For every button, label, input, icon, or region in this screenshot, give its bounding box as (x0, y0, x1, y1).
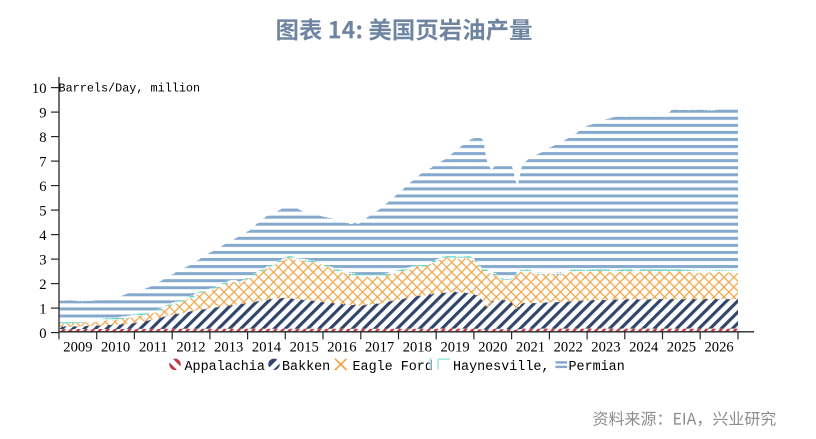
svg-text:4: 4 (39, 228, 47, 244)
svg-text:2012: 2012 (176, 340, 205, 356)
svg-text:Bakken: Bakken (282, 360, 330, 375)
svg-text:2010: 2010 (101, 340, 130, 356)
svg-text:9: 9 (39, 105, 46, 121)
svg-text:Haynesville,: Haynesville, (453, 360, 549, 375)
svg-text:Barrels/Day, million: Barrels/Day, million (59, 82, 201, 96)
svg-text:2018: 2018 (403, 340, 432, 356)
svg-text:2017: 2017 (365, 340, 394, 356)
svg-text:8: 8 (39, 130, 46, 146)
svg-text:0: 0 (39, 326, 46, 342)
svg-text:5: 5 (39, 203, 46, 219)
svg-text:2019: 2019 (441, 340, 470, 356)
svg-text:2025: 2025 (667, 340, 696, 356)
svg-text:2011: 2011 (139, 340, 168, 356)
svg-text:3: 3 (39, 252, 46, 268)
svg-text:2014: 2014 (252, 340, 282, 356)
svg-text:2021: 2021 (516, 340, 545, 356)
svg-text:Permian: Permian (569, 360, 625, 375)
svg-text:6: 6 (39, 179, 46, 195)
svg-text:2016: 2016 (327, 340, 356, 356)
svg-text:2015: 2015 (290, 340, 319, 356)
svg-text:Appalachia: Appalachia (185, 360, 265, 375)
svg-text:2009: 2009 (63, 340, 92, 356)
svg-text:7: 7 (39, 154, 46, 170)
svg-text:2: 2 (39, 277, 46, 293)
svg-text:2022: 2022 (554, 340, 583, 356)
svg-text:Eagle Ford: Eagle Ford (353, 360, 433, 375)
svg-text:2020: 2020 (478, 340, 507, 356)
svg-text:10: 10 (32, 81, 47, 97)
svg-text:2026: 2026 (705, 340, 734, 356)
svg-text:1: 1 (39, 301, 46, 317)
svg-text:2023: 2023 (591, 340, 620, 356)
svg-text:2024: 2024 (629, 340, 659, 356)
svg-text:2013: 2013 (214, 340, 243, 356)
